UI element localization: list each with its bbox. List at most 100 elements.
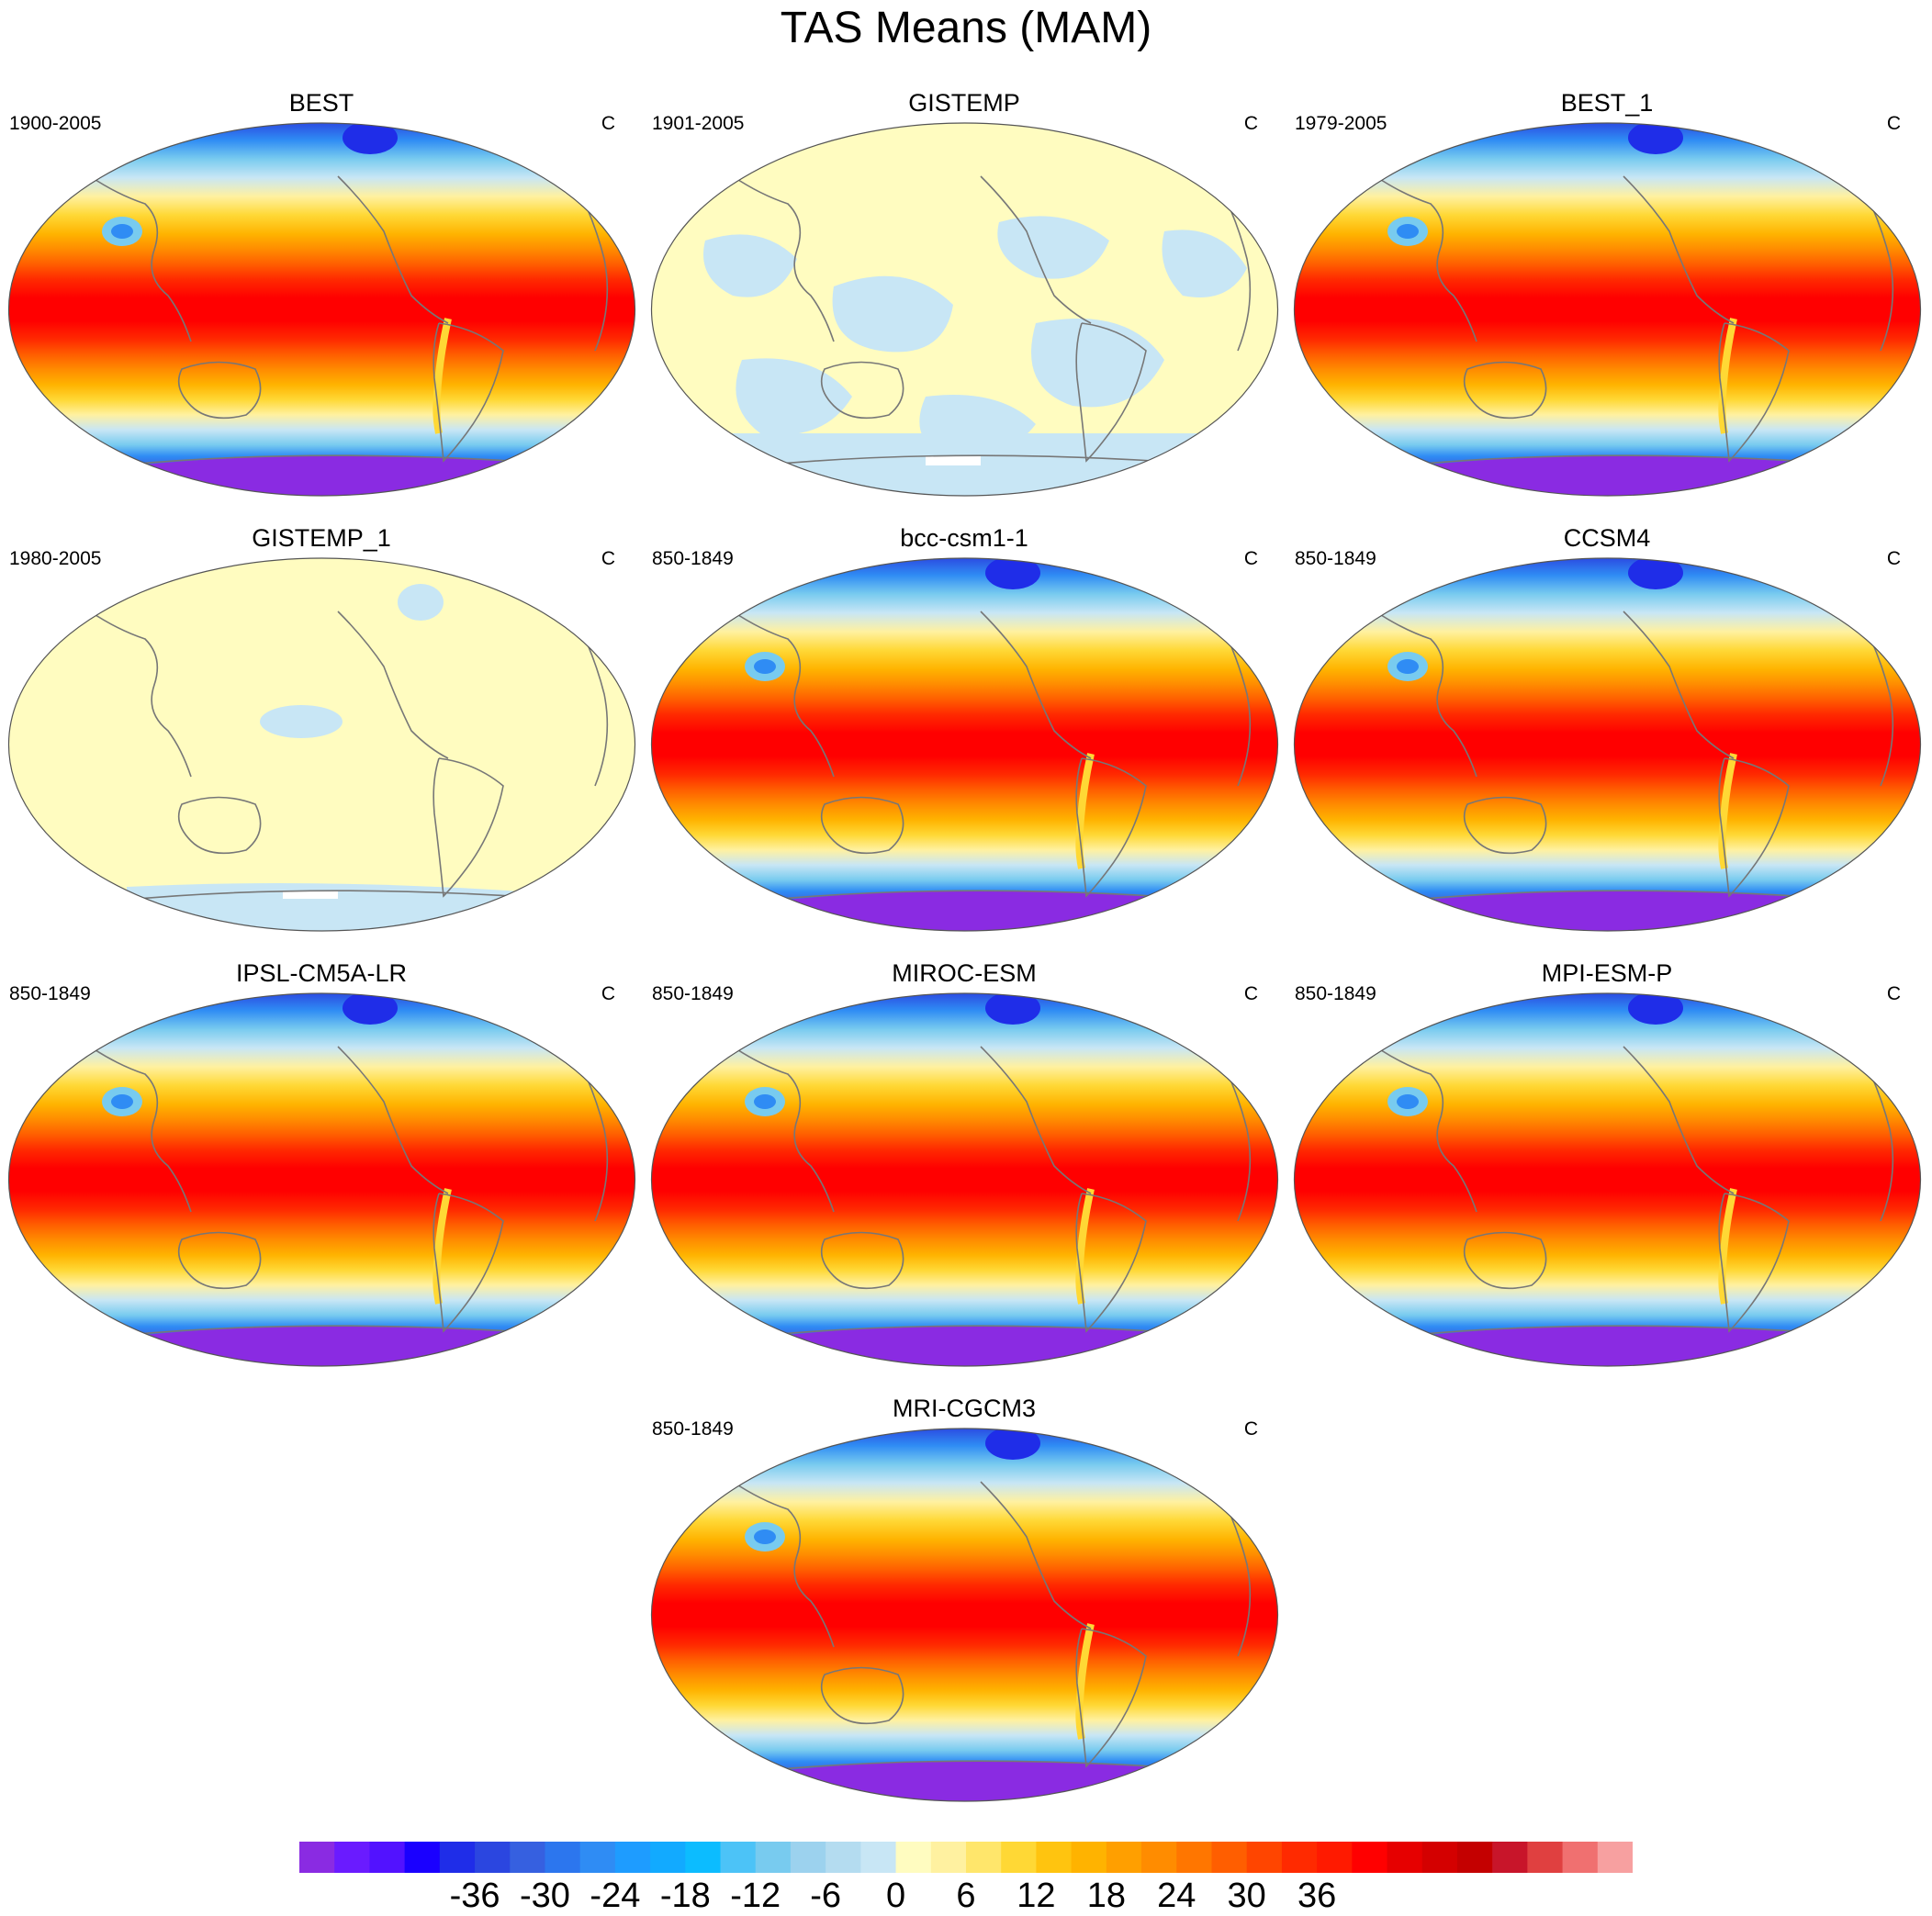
- panel-units: C: [1243, 983, 1258, 1004]
- panel-units: C: [601, 548, 615, 569]
- coastline: [820, 1666, 904, 1725]
- coastline: [177, 796, 262, 855]
- panel-title: GISTEMP_1: [252, 524, 391, 552]
- colorbar-swatch: [930, 1842, 967, 1873]
- colorbar-swatch: [1176, 1842, 1212, 1873]
- map-border: [1293, 122, 1922, 497]
- world-map: [7, 992, 636, 1367]
- coastline: [820, 361, 904, 420]
- coastline: [980, 175, 1092, 324]
- map-border: [7, 122, 636, 497]
- colorbar-swatch: [826, 1842, 861, 1873]
- panel-period: 1900-2005: [9, 113, 102, 134]
- coastline: [1463, 1231, 1547, 1290]
- colorbar-swatch: [1456, 1842, 1493, 1873]
- colorbar-swatch: [1246, 1842, 1283, 1873]
- coastline: [759, 1325, 1184, 1337]
- panel-period: 1901-2005: [652, 113, 745, 134]
- coastline: [432, 1193, 504, 1333]
- colorbar-swatch: [1421, 1842, 1458, 1873]
- coastline: [820, 1231, 904, 1290]
- coastline: [1623, 611, 1735, 759]
- panel-period: 850-1849: [9, 983, 91, 1004]
- temperature-field: [8, 557, 635, 931]
- antarctica-cold: [779, 1326, 1164, 1366]
- world-map: [650, 1428, 1279, 1802]
- colorbar-swatch: [475, 1842, 511, 1873]
- antarctica-cold: [136, 455, 522, 496]
- panel-title: IPSL-CM5A-LR: [235, 959, 408, 987]
- colorbar: [299, 1842, 1633, 1873]
- map-panel: bcc-csm1-1 850-1849 C: [643, 523, 1286, 946]
- siberia-cold: [1628, 122, 1683, 154]
- coastline: [117, 890, 541, 902]
- colorbar-tick-label: 30: [1227, 1877, 1266, 1915]
- colorbar-tick-label: 12: [1017, 1877, 1056, 1915]
- colorbar-swatch: [299, 1842, 335, 1873]
- coastline: [89, 611, 192, 778]
- cool-region: [1162, 230, 1247, 297]
- map-panel: GISTEMP_1 1980-2005 C: [0, 523, 643, 946]
- map-panel: BEST 1900-2005 C: [0, 88, 643, 510]
- siberia-cold: [985, 1428, 1040, 1460]
- coastline: [1463, 361, 1547, 420]
- map-panel: MIROC-ESM 850-1849 C: [643, 958, 1286, 1381]
- colorbar-tick-label: 18: [1086, 1877, 1126, 1915]
- colorbar-swatch: [790, 1842, 826, 1873]
- temperature-field: [651, 992, 1278, 1366]
- colorbar-tick-label: -18: [659, 1877, 711, 1915]
- colorbar-swatch: [966, 1842, 1002, 1873]
- world-map: [1293, 557, 1922, 932]
- panel-title: MIROC-ESM: [892, 959, 1037, 987]
- antarctica-cold: [779, 1761, 1164, 1801]
- colorbar-swatch: [1071, 1842, 1107, 1873]
- map-border: [1293, 992, 1922, 1367]
- panel-units: C: [601, 983, 615, 1004]
- coastline: [337, 175, 449, 324]
- colorbar-swatch: [1211, 1842, 1248, 1873]
- colorbar-swatch: [1281, 1842, 1318, 1873]
- coastline: [732, 1481, 835, 1648]
- antarctica-cool: [127, 883, 522, 931]
- siberia-cold: [1628, 557, 1683, 589]
- world-map: [1293, 992, 1922, 1367]
- coastline: [1375, 611, 1477, 778]
- colorbar-swatch: [755, 1842, 792, 1873]
- temperature-field: [651, 1428, 1278, 1801]
- panel-period: 850-1849: [1295, 548, 1376, 569]
- map-border: [7, 992, 636, 1367]
- coastline: [432, 757, 504, 898]
- world-map: [650, 122, 1279, 497]
- coastline: [1075, 1193, 1147, 1333]
- panel-units: C: [601, 113, 615, 134]
- antarctica-cold: [1421, 891, 1807, 931]
- colorbar-swatch: [1001, 1842, 1037, 1873]
- siberia-cold: [1628, 992, 1683, 1025]
- panel-title: BEST: [288, 89, 354, 117]
- coastline: [1375, 1046, 1477, 1213]
- colorbar-tick-label: 36: [1297, 1877, 1337, 1915]
- colorbar-swatch: [510, 1842, 545, 1873]
- coastline: [337, 611, 449, 759]
- coastline: [759, 454, 1184, 466]
- map-border: [650, 992, 1279, 1367]
- panel-units: C: [1243, 1418, 1258, 1440]
- temperature-field: [1294, 992, 1921, 1366]
- colorbar-swatch: [579, 1842, 616, 1873]
- coastline: [1375, 175, 1477, 342]
- panel-units: C: [1243, 113, 1258, 134]
- colorbar-tick-label: 0: [886, 1877, 906, 1915]
- colorbar-swatch: [1036, 1842, 1073, 1873]
- coastline: [980, 611, 1092, 759]
- cool-region: [260, 705, 343, 738]
- coastline: [1718, 757, 1790, 898]
- panel-title: MPI-ESM-P: [1541, 959, 1673, 987]
- coastline: [1075, 1628, 1147, 1768]
- temperature-field: [1294, 557, 1921, 931]
- siberia-cold: [985, 557, 1040, 589]
- coastline: [759, 890, 1184, 902]
- panel-period: 850-1849: [652, 548, 734, 569]
- coastline: [1623, 1046, 1735, 1194]
- coastline: [980, 1046, 1092, 1194]
- antarctica-cold: [1421, 455, 1807, 496]
